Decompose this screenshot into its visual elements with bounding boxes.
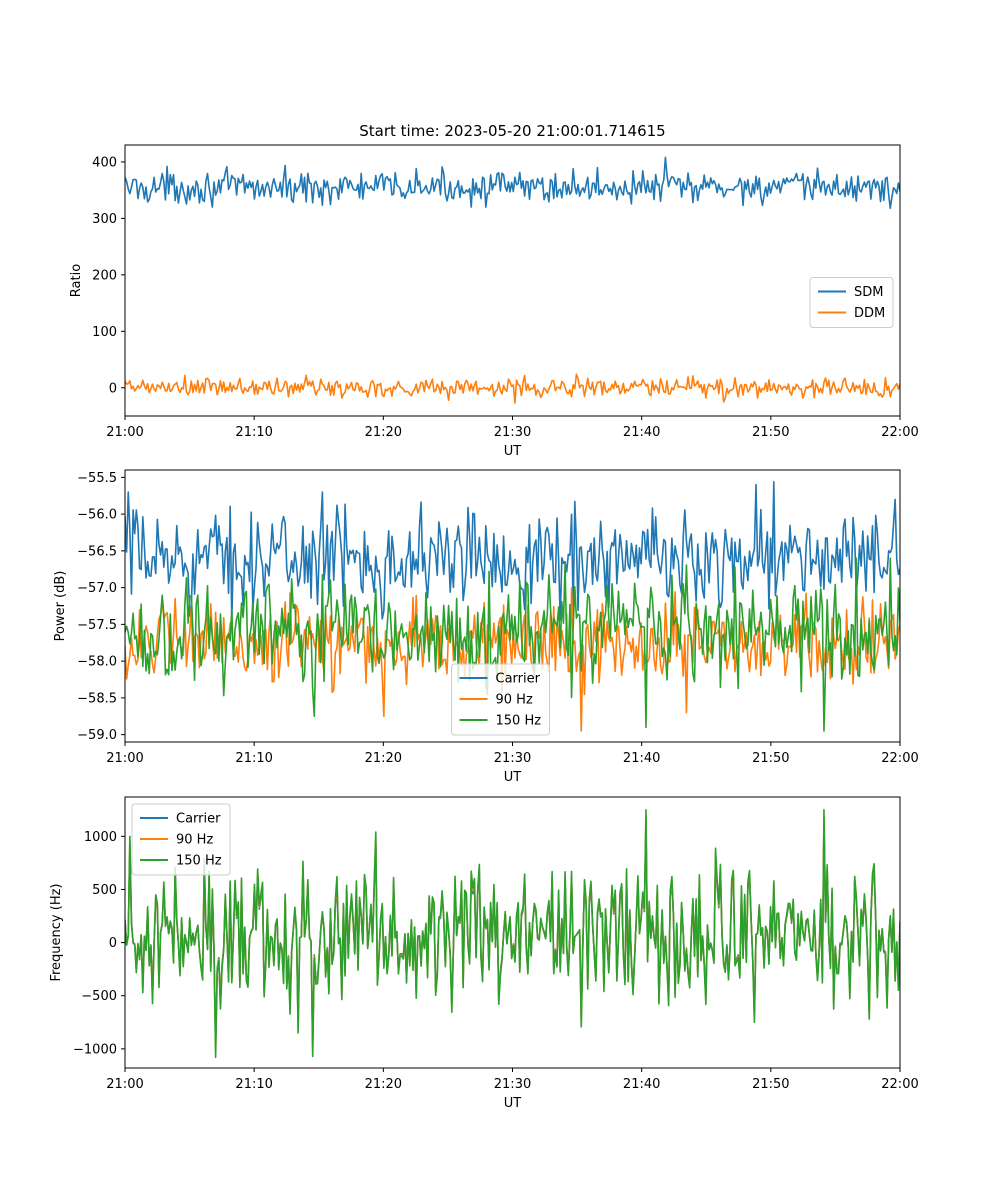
series-line-150-hz — [125, 808, 900, 1059]
legend-entry: 90 Hz — [176, 833, 213, 848]
legend-entry: 90 Hz — [496, 693, 533, 708]
legend-box — [451, 663, 550, 736]
x-axis-label: UT — [504, 770, 522, 785]
x-tick-label: 21:00 — [106, 425, 143, 440]
x-tick-label: 21:50 — [752, 1077, 789, 1092]
y-axis-label: Ratio — [69, 264, 84, 297]
x-tick-label: 21:10 — [235, 1077, 272, 1092]
y-tick-label: 1000 — [84, 830, 117, 845]
series-line-ddm — [125, 373, 900, 404]
series-line-150-hz — [125, 557, 900, 732]
legend-entry: Carrier — [496, 672, 541, 687]
x-tick-label: 21:30 — [494, 425, 531, 440]
legend: Carrier 90 Hz 150 Hz — [131, 803, 231, 876]
y-tick-label: 0 — [109, 381, 117, 396]
y-tick-label: −57.0 — [77, 581, 117, 596]
legend-entry: SDM — [854, 285, 883, 300]
subplots: 21:00 21:10 21:20 21:30 21:40 21:50 22:00 0 100 2… — [49, 144, 919, 1111]
y-tick-label: 500 — [92, 883, 117, 898]
plot-lines — [125, 480, 900, 732]
y-tick-label: −57.5 — [77, 618, 117, 633]
figure-title: Start time: 2023-05-20 21:00:01.714615 — [359, 122, 665, 140]
x-tick-label: 21:00 — [106, 1077, 143, 1092]
x-tick-label: 22:00 — [881, 425, 918, 440]
x-axis-label: UT — [504, 1096, 522, 1111]
legend-box — [809, 277, 894, 328]
plot-lines — [125, 156, 900, 404]
x-tick-label: 21:10 — [235, 425, 272, 440]
y-tick-label: −56.5 — [77, 544, 117, 559]
x-tick-label: 21:00 — [106, 751, 143, 766]
legend-entry: DDM — [854, 306, 885, 321]
subplot-1: 21:00 21:10 21:20 21:30 21:40 21:50 22:00 0 100 2… — [69, 144, 919, 459]
subplot-3: 21:00 21:10 21:20 21:30 21:40 21:50 22:00 −1000… — [49, 796, 919, 1111]
legend-entry: 150 Hz — [496, 714, 542, 729]
y-tick-label: 300 — [92, 212, 117, 227]
x-tick-label: 21:40 — [623, 1077, 660, 1092]
x-tick-label: 21:50 — [752, 425, 789, 440]
y-tick-label: 100 — [92, 325, 117, 340]
legend: SDM DDM — [809, 277, 894, 328]
x-tick-label: 22:00 — [881, 751, 918, 766]
legend-entry: Carrier — [176, 812, 221, 827]
x-tick-label: 21:10 — [235, 751, 272, 766]
subplot-2: 21:00 21:10 21:20 21:30 21:40 21:50 22:00 −59.0… — [53, 469, 919, 785]
y-tick-label: −58.5 — [77, 691, 117, 706]
y-tick-label: −58.0 — [77, 655, 117, 670]
series-line-carrier — [125, 480, 900, 623]
series-line-90-hz — [125, 587, 900, 732]
x-tick-label: 21:40 — [623, 751, 660, 766]
legend-box — [131, 803, 231, 876]
y-axis-label: Frequency (Hz) — [49, 883, 64, 981]
x-tick-label: 21:20 — [365, 425, 402, 440]
legend: Carrier 90 Hz 150 Hz — [451, 663, 550, 736]
x-tick-label: 21:40 — [623, 425, 660, 440]
y-tick-label: 200 — [92, 268, 117, 283]
x-tick-label: 21:50 — [752, 751, 789, 766]
series-line-sdm — [125, 156, 900, 210]
x-axis-label: UT — [504, 444, 522, 459]
y-tick-label: 0 — [109, 936, 117, 951]
x-tick-label: 22:00 — [881, 1077, 918, 1092]
plot-lines — [125, 808, 900, 1059]
y-tick-label: −500 — [81, 989, 117, 1004]
y-tick-label: −55.5 — [77, 471, 117, 486]
y-tick-label: −59.0 — [77, 728, 117, 743]
y-tick-label: −1000 — [73, 1042, 117, 1057]
x-tick-label: 21:20 — [365, 751, 402, 766]
legend-entry: 150 Hz — [176, 854, 222, 869]
y-tick-label: −56.0 — [77, 508, 117, 523]
x-tick-label: 21:30 — [494, 1077, 531, 1092]
x-tick-label: 21:20 — [365, 1077, 402, 1092]
y-tick-label: 400 — [92, 155, 117, 170]
y-axis-label: Power (dB) — [53, 571, 68, 642]
x-tick-label: 21:30 — [494, 751, 531, 766]
